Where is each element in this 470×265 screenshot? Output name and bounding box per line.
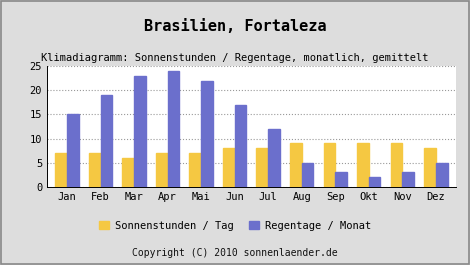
Bar — [67, 114, 79, 187]
Legend: Sonnenstunden / Tag, Regentage / Monat: Sonnenstunden / Tag, Regentage / Monat — [95, 216, 375, 235]
Bar — [89, 153, 101, 187]
Text: Klimadiagramm: Sonnenstunden / Regentage, monatlich, gemittelt: Klimadiagramm: Sonnenstunden / Regentage… — [41, 53, 429, 63]
Bar — [134, 76, 146, 187]
Bar — [290, 143, 302, 187]
Bar — [357, 143, 369, 187]
Bar — [257, 148, 268, 187]
Bar — [235, 105, 246, 187]
Bar — [369, 177, 381, 187]
Bar — [402, 172, 414, 187]
Bar — [168, 71, 180, 187]
Bar — [55, 153, 67, 187]
Text: Copyright (C) 2010 sonnenlaender.de: Copyright (C) 2010 sonnenlaender.de — [132, 248, 338, 258]
Bar — [189, 153, 201, 187]
Bar — [122, 158, 134, 187]
Bar — [101, 95, 112, 187]
Bar — [223, 148, 235, 187]
Bar — [391, 143, 402, 187]
Bar — [323, 143, 335, 187]
Bar — [424, 148, 436, 187]
Bar — [268, 129, 280, 187]
Bar — [156, 153, 168, 187]
Bar — [302, 163, 313, 187]
Bar — [201, 81, 213, 187]
Bar — [436, 163, 447, 187]
Text: Brasilien, Fortaleza: Brasilien, Fortaleza — [144, 19, 326, 34]
Bar — [335, 172, 347, 187]
